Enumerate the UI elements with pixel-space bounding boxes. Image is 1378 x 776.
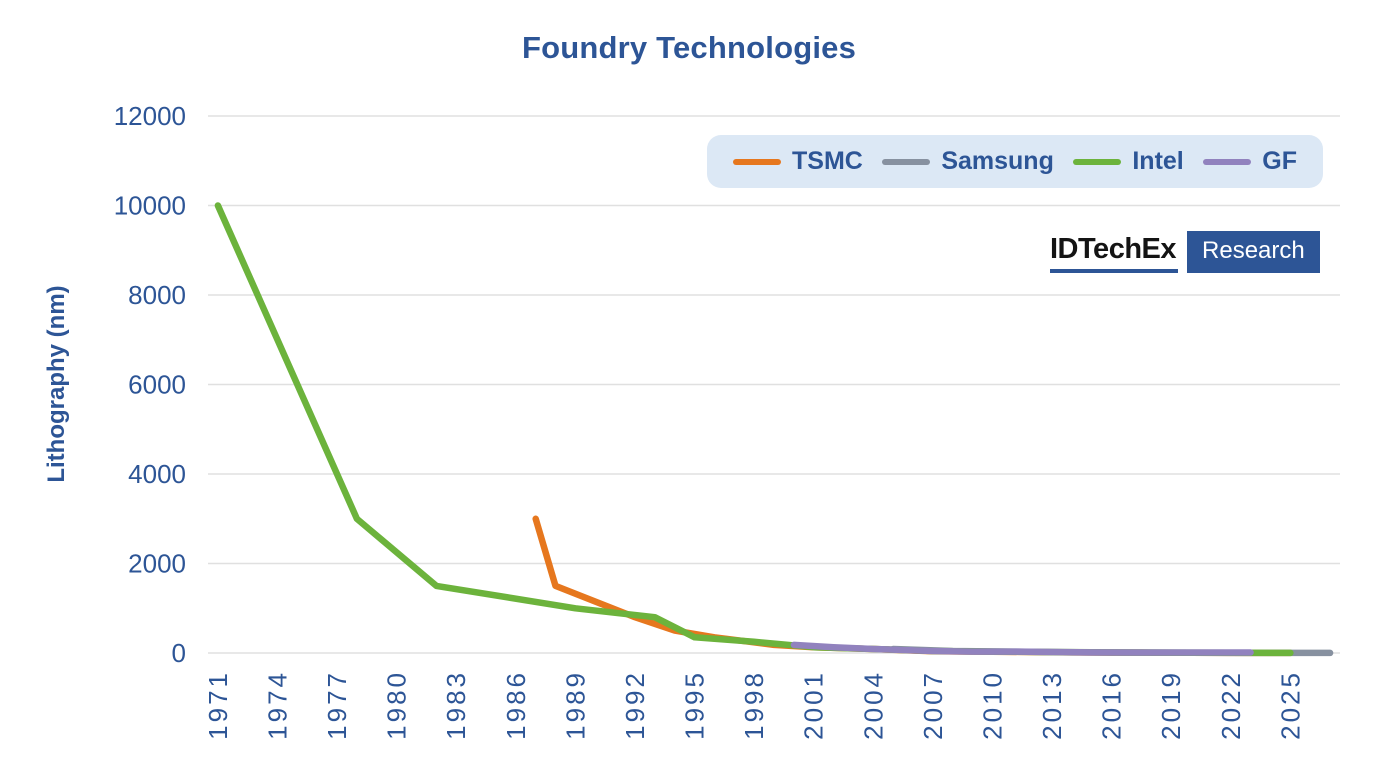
series-line-tsmc [532, 515, 1294, 657]
chart-legend: TSMC Samsung Intel GF [707, 135, 1323, 188]
y-tick-label: 4000 [128, 459, 186, 489]
legend-item-samsung[interactable]: Samsung [882, 147, 1054, 176]
x-tick-label: 1971 [203, 670, 233, 740]
x-tick-label: 1980 [382, 670, 412, 740]
series-line-gf [790, 641, 1254, 656]
x-tick-label: 1986 [501, 670, 531, 740]
x-tick-label: 2010 [977, 670, 1007, 740]
x-tick-label: 1992 [620, 670, 650, 740]
x-tick-label: 1989 [560, 670, 590, 740]
legend-label: GF [1262, 147, 1297, 175]
x-tick-label: 2019 [1156, 670, 1186, 740]
legend-label: TSMC [792, 147, 863, 175]
y-tick-label: 8000 [128, 280, 186, 310]
idtechex-logo: IDTechEx Research [1050, 231, 1320, 273]
legend-swatch-gf [1203, 158, 1252, 165]
legend-item-gf[interactable]: GF [1203, 147, 1297, 176]
x-tick-label: 2007 [918, 670, 948, 740]
x-tick-label: 2016 [1097, 670, 1127, 740]
x-tick-label: 1974 [263, 670, 293, 740]
x-tick-label: 2004 [858, 670, 888, 740]
x-tick-label: 1983 [441, 670, 471, 740]
x-tick-label: 2022 [1216, 670, 1246, 740]
y-tick-label: 10000 [114, 191, 186, 221]
x-tick-label: 2013 [1037, 670, 1067, 740]
chart-title: Foundry Technologies [521, 30, 857, 65]
y-tick-label: 0 [172, 638, 186, 668]
y-tick-label: 12000 [114, 101, 186, 131]
legend-swatch-tsmc [733, 158, 781, 165]
legend-swatch-intel [1073, 158, 1122, 165]
x-tick-label: 1995 [680, 670, 710, 740]
x-tick-label: 2025 [1275, 670, 1305, 740]
legend-label: Intel [1132, 147, 1184, 175]
legend-label: Samsung [941, 147, 1054, 175]
y-tick-label: 6000 [128, 370, 186, 400]
legend-item-tsmc[interactable]: TSMC [733, 147, 863, 176]
legend-item-intel[interactable]: Intel [1073, 147, 1184, 176]
x-tick-label: 1998 [739, 670, 769, 740]
idtechex-research-badge: Research [1187, 231, 1320, 273]
x-tick-label: 2001 [799, 670, 829, 740]
legend-swatch-samsung [882, 158, 931, 165]
x-tick-label: 1977 [322, 670, 352, 740]
y-axis-title: Lithography (nm) [43, 285, 70, 483]
y-tick-label: 2000 [128, 549, 186, 579]
idtechex-logo-text: IDTechEx [1050, 231, 1179, 273]
